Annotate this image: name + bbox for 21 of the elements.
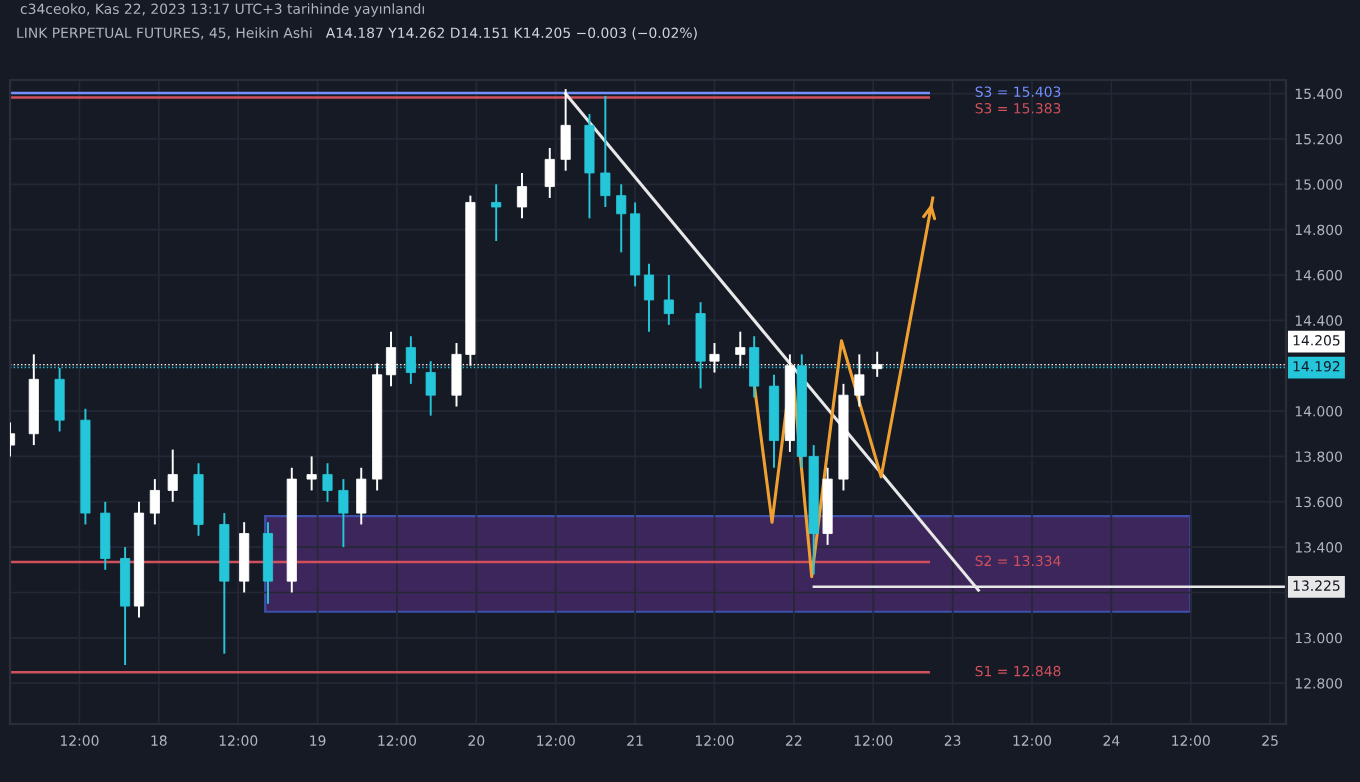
candlestick [560,88,571,172]
candlestick [584,113,595,220]
candlestick [600,94,611,208]
candlestick [356,466,367,526]
candlestick [54,367,65,433]
candlestick [100,500,111,571]
candlestick [167,448,178,503]
candlestick [663,274,674,326]
candlestick [262,521,274,605]
candlestick [306,455,317,492]
candlestick [616,183,627,254]
candlestick [516,172,528,220]
candlestick [491,183,502,242]
candlestick [544,147,555,199]
candlestick [322,462,333,503]
candlestick [643,262,655,333]
candlestick [120,546,131,667]
candlestick [239,521,250,594]
candlestick [338,478,349,549]
candlestick [149,478,160,526]
line-series [752,196,935,579]
